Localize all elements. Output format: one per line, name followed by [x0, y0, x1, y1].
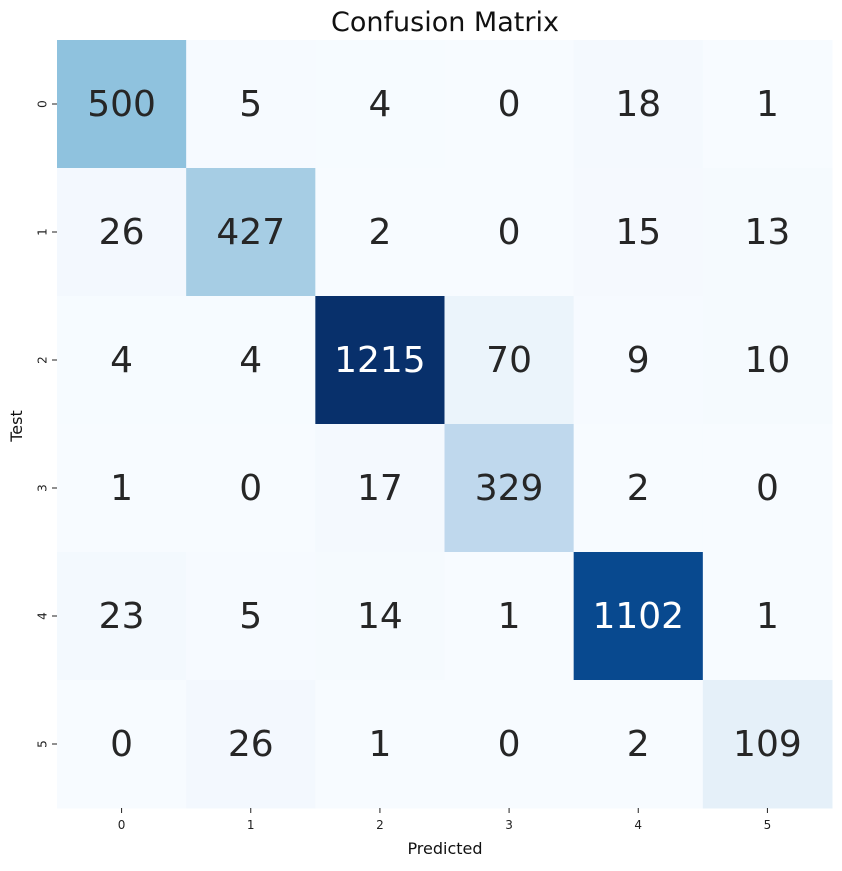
- heatmap-cell-r2-c5: [702, 296, 833, 425]
- y-tick-label-2: 2: [36, 356, 50, 364]
- chart-title: Confusion Matrix: [331, 7, 559, 38]
- heatmap-cell-r4-c2: [315, 552, 445, 681]
- heatmap-cell-r4-c5: [702, 552, 833, 681]
- x-tick-label-1: 1: [247, 818, 255, 832]
- heatmap-cell-r1-c4: [573, 168, 704, 297]
- x-tick-label-0: 0: [118, 818, 126, 832]
- heatmap-cell-r1-c1: [186, 168, 316, 297]
- y-tick-label-3: 3: [36, 484, 50, 492]
- heatmap-cell-r3-c2: [315, 424, 445, 553]
- heatmap-cell-label-r2-c5: 10: [745, 340, 791, 381]
- heatmap-cell-label-r3-c4: 2: [627, 468, 650, 509]
- heatmap-cell-r5-c5: [702, 680, 833, 809]
- heatmap-cell-r4-c1: [186, 552, 316, 681]
- x-axis-ticks: 0 1 2 3 4 5: [118, 808, 771, 832]
- y-tick-label-4: 4: [36, 612, 50, 620]
- heatmap-cell-r3-c5: [702, 424, 833, 553]
- heatmap-cell-r2-c1: [186, 296, 316, 425]
- heatmap-cell-r2-c0: [57, 296, 187, 425]
- heatmap-cell-label-r1-c5: 13: [745, 212, 791, 253]
- heatmap-cell-label-r1-c4: 15: [615, 212, 661, 253]
- heatmap-cell-label-r0-c1: 5: [239, 84, 262, 125]
- heatmap-cell-r0-c5: [702, 40, 833, 169]
- heatmap-cell-r5-c0: [57, 680, 187, 809]
- heatmap-cell-label-r4-c5: 1: [756, 596, 779, 637]
- heatmap-cell-label-r4-c4: 1102: [592, 596, 684, 637]
- heatmap-cell-r3-c3: [444, 424, 575, 553]
- x-axis-label: Predicted: [407, 839, 482, 858]
- heatmap-cell-label-r2-c4: 9: [627, 340, 650, 381]
- heatmap-cell-r0-c1: [186, 40, 316, 169]
- heatmap-cell-label-r3-c5: 0: [756, 468, 779, 509]
- heatmap-cell-label-r0-c3: 0: [498, 84, 521, 125]
- x-tick-label-4: 4: [634, 818, 642, 832]
- heatmap-cell-r5-c2: [315, 680, 445, 809]
- x-tick-label-5: 5: [764, 818, 772, 832]
- heatmap-cell-label-r1-c0: 26: [99, 212, 145, 253]
- x-tick-label-2: 2: [376, 818, 384, 832]
- heatmap-cell-label-r4-c0: 23: [99, 596, 145, 637]
- heatmap-cell-label-r4-c1: 5: [239, 596, 262, 637]
- heatmap-cell-label-r5-c3: 0: [498, 724, 521, 765]
- heatmap-cells: [57, 40, 833, 809]
- heatmap-cell-r2-c3: [444, 296, 575, 425]
- x-tick-label-3: 3: [505, 818, 513, 832]
- heatmap-cell-label-r5-c4: 2: [627, 724, 650, 765]
- heatmap-cell-r1-c2: [315, 168, 445, 297]
- heatmap-cell-label-r5-c1: 26: [228, 724, 274, 765]
- heatmap-cell-r0-c2: [315, 40, 445, 169]
- heatmap-cell-label-r3-c1: 0: [239, 468, 262, 509]
- heatmap-cell-label-r5-c0: 0: [110, 724, 133, 765]
- heatmap-cell-r5-c3: [444, 680, 575, 809]
- heatmap-cell-r3-c4: [573, 424, 704, 553]
- heatmap-cell-r4-c3: [444, 552, 575, 681]
- heatmap-cell-r3-c0: [57, 424, 187, 553]
- heatmap-cell-label-r5-c2: 1: [368, 724, 391, 765]
- heatmap-cell-r4-c4: [573, 552, 704, 681]
- heatmap-cell-label-r3-c2: 17: [357, 468, 403, 509]
- heatmap-cell-r1-c3: [444, 168, 575, 297]
- heatmap-cell-r2-c4: [573, 296, 704, 425]
- y-tick-label-0: 0: [36, 100, 50, 108]
- heatmap-cell-r0-c0: [57, 40, 187, 169]
- heatmap-cell-r3-c1: [186, 424, 316, 553]
- heatmap-cell-r1-c5: [702, 168, 833, 297]
- heatmap-cell-label-r2-c2: 1215: [334, 340, 426, 381]
- heatmap-cell-r0-c3: [444, 40, 575, 169]
- heatmap-cell-label-r1-c3: 0: [498, 212, 521, 253]
- heatmap-cell-r4-c0: [57, 552, 187, 681]
- heatmap-cell-r2-c2: [315, 296, 445, 425]
- heatmap-cell-label-r1-c1: 427: [216, 212, 285, 253]
- heatmap-cell-label-r2-c0: 4: [110, 340, 133, 381]
- y-tick-label-1: 1: [36, 228, 50, 236]
- heatmap-annotations: 500 5 4 0 18 126 427 2 0 15 134 4 1215 70 9 101 0 17 329 2 0…: [87, 84, 802, 765]
- heatmap-cell-r5-c1: [186, 680, 316, 809]
- y-axis-label: Test: [7, 410, 26, 443]
- heatmap-cell-label-r5-c5: 109: [733, 724, 802, 765]
- heatmap-cell-label-r2-c3: 70: [486, 340, 532, 381]
- heatmap-cell-r5-c4: [573, 680, 704, 809]
- heatmap-cell-label-r4-c3: 1: [498, 596, 521, 637]
- heatmap-cell-label-r0-c2: 4: [368, 84, 391, 125]
- y-tick-label-5: 5: [36, 740, 50, 748]
- heatmap-cell-label-r0-c5: 1: [756, 84, 779, 125]
- y-axis-ticks: 0 1 2 3 4 5: [36, 100, 57, 748]
- heatmap-cell-label-r3-c0: 1: [110, 468, 133, 509]
- heatmap-cell-label-r2-c1: 4: [239, 340, 262, 381]
- heatmap-cell-label-r0-c4: 18: [615, 84, 661, 125]
- heatmap-cell-label-r3-c3: 329: [475, 468, 544, 509]
- heatmap-cell-label-r1-c2: 2: [368, 212, 391, 253]
- heatmap-cell-label-r0-c0: 500: [87, 84, 156, 125]
- heatmap-cell-r0-c4: [573, 40, 704, 169]
- heatmap-cell-r1-c0: [57, 168, 187, 297]
- heatmap-cell-label-r4-c2: 14: [357, 596, 403, 637]
